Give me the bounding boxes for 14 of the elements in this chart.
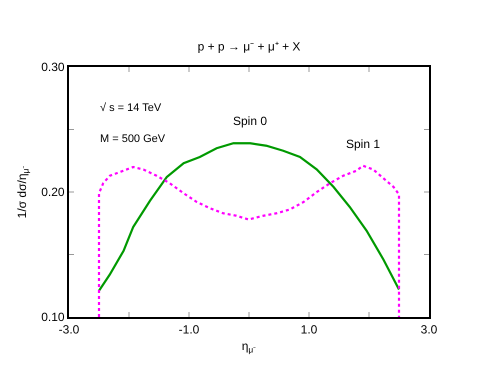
y-tick-label: 0.20 [41,185,65,200]
x-tick-label: -3.0 [58,322,80,336]
line-series [98,164,400,317]
y-tick-label: 0.30 [41,60,65,74]
series-label: Spin 0 [233,114,268,128]
x-tick-label: -1.0 [178,322,200,336]
series-label: Spin 1 [346,137,380,151]
x-tick-label: 1.0 [300,322,318,336]
annotation: M = 500 GeV [100,133,166,145]
annotation: √ s = 14 TeV [100,102,162,114]
x-axis-title: η$_{μ⁻}$ [242,338,256,354]
x-tick-label: 3.0 [420,322,438,336]
chart-title: p + p → μ⁻ + μ⁺ + X [198,39,300,54]
y-tick-label: 0.10 [41,310,65,324]
